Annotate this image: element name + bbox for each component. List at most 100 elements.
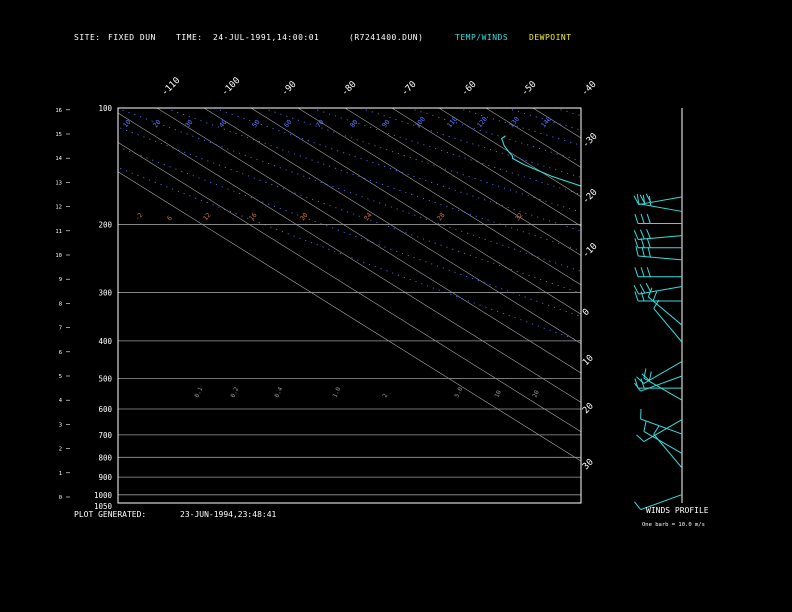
dry-adiabat-line <box>213 108 581 232</box>
wind-barb-flag <box>634 291 639 302</box>
wind-barb-flag <box>640 267 645 277</box>
isotherm-label: -110 <box>160 76 182 98</box>
dry-adiabat-label: 100 <box>413 115 427 129</box>
wind-barb-flag <box>653 425 660 435</box>
moist-adiabat-label: -2 <box>133 211 144 222</box>
isotherm-line <box>297 108 581 286</box>
pressure-label: 200 <box>98 220 112 229</box>
isotherm-line <box>627 108 792 503</box>
wind-barb-flag <box>641 246 645 257</box>
isotherm-label: -100 <box>220 76 242 98</box>
moist-adiabat-line <box>726 233 792 503</box>
wind-barb-flag <box>646 238 651 248</box>
wind-barb-staff <box>643 419 683 442</box>
dry-adiabat-label: 20 <box>151 118 162 129</box>
wind-barb-staff <box>647 296 683 326</box>
dry-adiabat-line <box>603 108 792 502</box>
dry-adiabat-line <box>457 108 581 146</box>
height-label: 3 <box>59 422 62 428</box>
isotherm-label: -70 <box>400 80 419 99</box>
moist-adiabat-label: 32 <box>513 211 524 222</box>
isotherm-line <box>118 171 581 462</box>
site-value: FIXED DUN <box>108 33 156 42</box>
wind-barb-flag <box>639 229 645 240</box>
dry-adiabat-line <box>408 108 581 162</box>
isotherm-label: -90 <box>280 80 299 99</box>
isotherm-line <box>118 142 581 433</box>
wind-barb-flag <box>652 291 658 302</box>
isotherm-label: -80 <box>340 80 359 99</box>
height-label: 9 <box>59 277 62 283</box>
dry-adiabat-label: 40 <box>217 118 228 129</box>
wind-barb-staff <box>643 361 683 384</box>
winds-profile-title: WINDS PROFILE <box>646 506 709 515</box>
height-label: 0 <box>59 495 62 501</box>
moist-adiabat-line <box>718 233 792 503</box>
wind-barb-flag <box>639 194 646 204</box>
mixing-ratio-label: 20 <box>531 389 541 399</box>
wind-barb-flag <box>645 282 652 293</box>
isotherm-line <box>391 108 581 227</box>
height-label: 12 <box>55 205 62 211</box>
dewpoint-profile-line <box>614 229 792 502</box>
isotherm-line <box>203 108 581 344</box>
wind-barb-flag <box>640 378 645 389</box>
isotherm-label: -10 <box>581 242 600 261</box>
isotherm-line <box>344 108 581 256</box>
wind-barb-flag <box>646 229 651 239</box>
plot-generated-value: 23-JUN-1994,23:48:41 <box>180 510 277 519</box>
isotherm-line <box>768 108 792 503</box>
isotherm-label: 30 <box>581 457 596 472</box>
moist-adiabat-label: 24 <box>362 211 373 222</box>
wind-barb-staff <box>643 377 683 401</box>
moist-adiabat-line <box>715 233 792 503</box>
mixing-ratio-label: 1.0 <box>331 386 342 399</box>
wind-barb-flag <box>634 238 639 248</box>
dry-adiabat-line <box>118 167 581 342</box>
isotherm-line <box>532 108 581 139</box>
wind-barb-staff <box>638 203 683 212</box>
wind-barb-flag <box>634 267 639 277</box>
height-label: 16 <box>55 108 62 114</box>
height-label: 8 <box>59 301 62 307</box>
moist-adiabat-line <box>716 233 792 503</box>
pressure-label: 1000 <box>94 491 113 500</box>
dry-adiabat-label: 130 <box>507 115 521 129</box>
plot-frame <box>117 107 582 504</box>
moist-adiabat-label: 20 <box>298 211 309 222</box>
wind-barb-staff <box>640 375 683 392</box>
background-grid <box>118 108 792 503</box>
isotherm-label: -50 <box>520 80 539 99</box>
isotherm-line <box>485 108 581 168</box>
height-label: 11 <box>55 229 62 235</box>
height-label: 13 <box>55 180 62 186</box>
isotherm-line <box>438 108 581 198</box>
isotherm-label: 10 <box>581 353 596 368</box>
wind-barb-staff <box>638 196 683 206</box>
wind-barb-flag <box>633 195 640 205</box>
profile-lines <box>500 135 792 502</box>
isotherm-label: 20 <box>581 401 596 416</box>
pressure-label: 900 <box>98 473 112 482</box>
mixing-ratio-label: 2 <box>381 392 389 399</box>
wind-barb-staff <box>638 285 683 295</box>
pressure-label: 600 <box>98 405 112 414</box>
isotherm-label: 0 <box>581 307 592 318</box>
dry-adiabat-label: 70 <box>314 118 325 129</box>
height-label: 5 <box>59 374 62 380</box>
wind-barb-flag <box>635 246 639 257</box>
moist-adiabat-label: 12 <box>201 211 212 222</box>
height-label: 15 <box>55 132 62 138</box>
dry-adiabat-line <box>554 108 581 117</box>
wind-barb-flag <box>641 373 650 381</box>
dry-adiabat-line <box>118 108 581 272</box>
plot-generated-label: PLOT GENERATED: <box>74 510 147 519</box>
isotherm-label: -40 <box>580 80 599 99</box>
wind-barb-flag <box>636 193 640 204</box>
pressure-label: 800 <box>98 453 112 462</box>
temperature-profile-line <box>500 135 581 187</box>
moist-adiabat-label: 6 <box>165 214 174 222</box>
isotherm-line <box>579 108 581 109</box>
dry-adiabat-label: 90 <box>380 118 391 129</box>
wind-barb-flag <box>634 382 642 392</box>
